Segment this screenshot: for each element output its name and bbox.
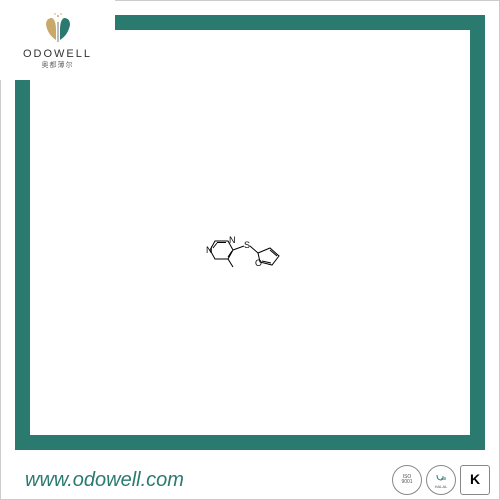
chemical-structure: N N S O xyxy=(200,220,300,280)
leaf-right xyxy=(60,18,70,40)
badge-label: K xyxy=(470,472,480,487)
badge-label: ISO 9001 xyxy=(401,475,412,486)
atom-o: O xyxy=(255,258,262,268)
leaf-dot xyxy=(54,13,56,15)
certification-badges: ISO 9001 HALAL K xyxy=(392,465,490,495)
leaf-dot xyxy=(60,13,62,15)
website-url[interactable]: www.odowell.com xyxy=(25,469,184,492)
kosher-badge: K xyxy=(460,465,490,495)
odowell-leaf-icon xyxy=(38,10,78,45)
leaf-dot xyxy=(57,15,59,17)
atom-n: N xyxy=(206,245,213,255)
leaf-left xyxy=(46,18,56,40)
brand-name: ODOWELL xyxy=(23,48,92,60)
atom-s: S xyxy=(244,240,250,250)
iso-badge: ISO 9001 xyxy=(392,465,422,495)
halal-icon xyxy=(434,471,448,485)
logo-block: ODOWELL 奥都薄尔 xyxy=(0,0,115,80)
badge-label: HALAL xyxy=(435,485,448,489)
brand-subtitle: 奥都薄尔 xyxy=(42,60,74,70)
atom-n: N xyxy=(229,235,236,245)
halal-badge: HALAL xyxy=(426,465,456,495)
